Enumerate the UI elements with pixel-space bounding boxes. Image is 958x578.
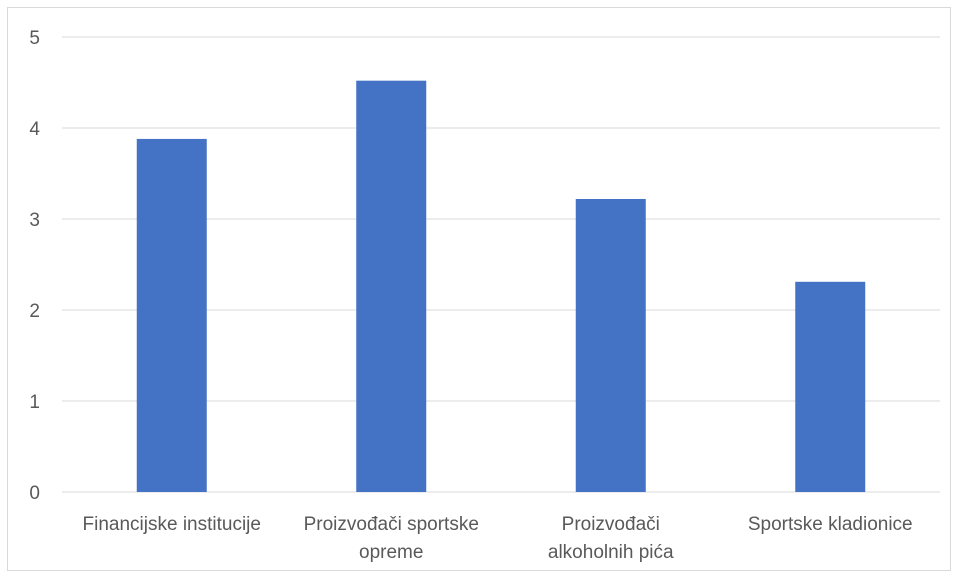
bar <box>575 198 646 493</box>
bars <box>136 80 866 493</box>
y-tick-label: 5 <box>29 28 40 49</box>
bar <box>136 138 207 493</box>
bar <box>356 80 427 493</box>
x-axis-labels: Financijske institucije Proizvođači sport… <box>83 514 913 563</box>
y-tick-label: 1 <box>29 392 40 413</box>
y-axis-ticks: 0 1 2 3 4 5 <box>29 28 40 504</box>
y-tick-label: 3 <box>29 210 40 231</box>
x-tick-label: Financijske institucije <box>83 514 261 535</box>
x-tick-label: Proizvođači alkoholnih pića <box>548 514 674 563</box>
x-tick-label: Proizvođači sportske opreme <box>304 514 479 563</box>
x-tick-label: Sportske kladionice <box>748 514 913 535</box>
y-tick-label: 0 <box>29 483 40 504</box>
bar <box>795 281 866 492</box>
gridlines <box>62 36 940 493</box>
y-tick-label: 4 <box>29 119 40 140</box>
y-tick-label: 2 <box>29 301 40 322</box>
